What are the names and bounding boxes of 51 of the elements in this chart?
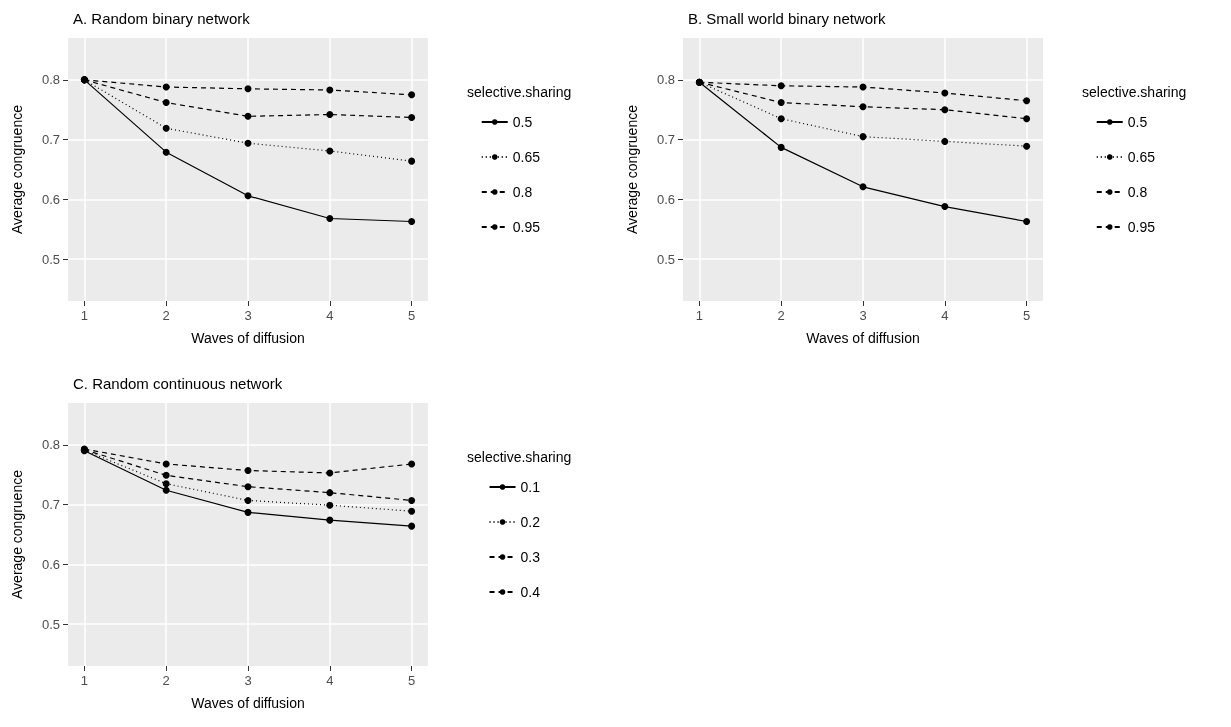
y-tick-label: 0.7 bbox=[41, 497, 60, 513]
x-tick-label: 5 bbox=[408, 673, 416, 688]
legend-title: selective.sharing bbox=[467, 84, 572, 100]
x-tick-label: 5 bbox=[408, 308, 416, 323]
legend-label: 0.8 bbox=[1127, 184, 1148, 200]
y-axis-title: Average congruence bbox=[9, 469, 25, 599]
x-tick-label: 2 bbox=[777, 308, 785, 323]
y-tick-label: 0.7 bbox=[41, 132, 60, 148]
x-tick-label: 4 bbox=[326, 308, 334, 323]
chart-title: A. Random binary network bbox=[73, 10, 251, 27]
legend-title: selective.sharing bbox=[1082, 84, 1187, 100]
legend-label: 0.5 bbox=[1127, 114, 1148, 130]
legend-label: 0.65 bbox=[512, 149, 541, 165]
x-tick-label: 4 bbox=[326, 673, 334, 688]
x-tick-label: 3 bbox=[859, 308, 867, 323]
x-tick-label: 2 bbox=[162, 673, 170, 688]
y-tick-label: 0.7 bbox=[656, 132, 675, 148]
x-axis-title: Waves of diffusion bbox=[806, 330, 920, 346]
legend-label: 0.8 bbox=[512, 184, 533, 200]
legend-label: 0.95 bbox=[1127, 219, 1156, 235]
x-tick-label: 3 bbox=[244, 673, 252, 688]
x-tick-label: 3 bbox=[244, 308, 252, 323]
y-tick-label: 0.5 bbox=[656, 251, 675, 267]
y-tick-label: 0.5 bbox=[41, 616, 60, 632]
x-tick-label: 1 bbox=[80, 308, 88, 323]
legend-title: selective.sharing bbox=[467, 449, 572, 465]
y-tick-label: 0.6 bbox=[656, 191, 675, 207]
legend-label: 0.2 bbox=[520, 514, 541, 530]
y-tick-label: 0.8 bbox=[656, 72, 675, 88]
legend-label: 0.5 bbox=[512, 114, 533, 130]
y-axis-title: Average congruence bbox=[9, 104, 25, 234]
x-tick-label: 1 bbox=[695, 308, 703, 323]
y-tick-label: 0.6 bbox=[41, 556, 60, 572]
x-axis-title: Waves of diffusion bbox=[191, 695, 305, 711]
legend-label: 0.3 bbox=[520, 549, 541, 565]
x-tick-label: 1 bbox=[80, 673, 88, 688]
y-tick-label: 0.8 bbox=[41, 437, 60, 453]
legend-label: 0.65 bbox=[1127, 149, 1156, 165]
x-tick-label: 2 bbox=[162, 308, 170, 323]
y-tick-label: 0.8 bbox=[41, 72, 60, 88]
x-axis-title: Waves of diffusion bbox=[191, 330, 305, 346]
legend-label: 0.4 bbox=[520, 584, 541, 600]
chart-title: C. Random continuous network bbox=[73, 375, 283, 392]
chart-title: B. Small world binary network bbox=[688, 10, 887, 27]
y-tick-label: 0.6 bbox=[41, 191, 60, 207]
x-tick-label: 5 bbox=[1023, 308, 1031, 323]
legend-label: 0.95 bbox=[512, 219, 541, 235]
y-axis-title: Average congruence bbox=[624, 104, 640, 234]
legend-label: 0.1 bbox=[520, 479, 541, 495]
x-tick-label: 4 bbox=[941, 308, 949, 323]
y-tick-label: 0.5 bbox=[41, 251, 60, 267]
